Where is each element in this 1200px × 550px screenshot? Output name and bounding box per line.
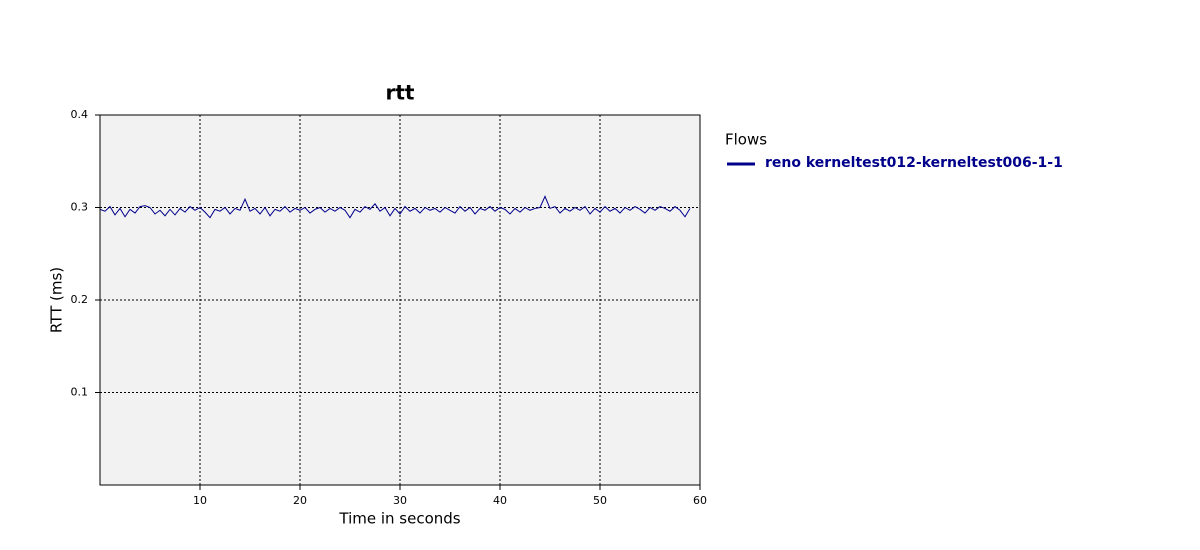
x-tick-label: 10 [193,494,207,507]
x-tick-label: 40 [493,494,507,507]
y-tick-label: 0.4 [71,108,89,121]
legend-title: Flows [725,131,767,149]
x-tick-label: 50 [593,494,607,507]
y-tick-label: 0.1 [71,386,89,399]
x-axis-label: Time in seconds [338,510,460,528]
y-tick-label: 0.3 [71,201,89,214]
x-tick-label: 20 [293,494,307,507]
x-tick-label: 30 [393,494,407,507]
y-axis-label: RTT (ms) [48,267,66,333]
y-tick-label: 0.2 [71,293,89,306]
series-line [99,195,691,219]
chart-title: rtt [386,81,415,105]
legend-label: reno kerneltest012-kerneltest006-1-1 [765,155,1063,171]
x-tick-label: 60 [693,494,707,507]
